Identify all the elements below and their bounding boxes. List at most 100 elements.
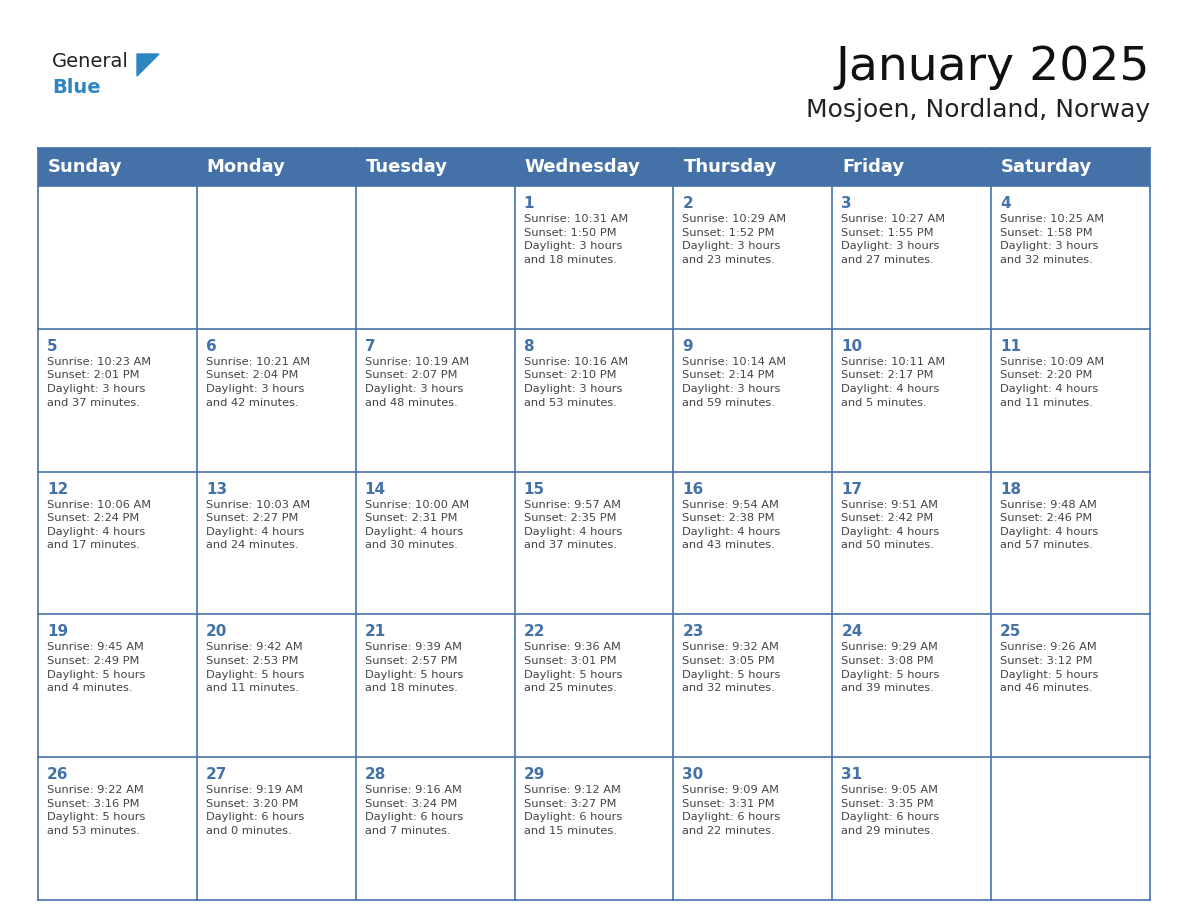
Bar (674, 757, 833, 900)
Text: Sunrise: 10:21 AM
Sunset: 2:04 PM
Daylight: 3 hours
and 42 minutes.: Sunrise: 10:21 AM Sunset: 2:04 PM Daylig… (206, 357, 310, 408)
Text: 31: 31 (841, 767, 862, 782)
Text: 20: 20 (206, 624, 227, 640)
Bar (674, 329, 833, 472)
Bar (514, 614, 674, 757)
Bar (355, 757, 514, 900)
Bar (991, 186, 1150, 329)
Bar (355, 472, 514, 614)
Text: Blue: Blue (52, 78, 101, 97)
Bar (514, 757, 674, 900)
Bar (355, 329, 514, 472)
Text: Sunrise: 10:19 AM
Sunset: 2:07 PM
Daylight: 3 hours
and 48 minutes.: Sunrise: 10:19 AM Sunset: 2:07 PM Daylig… (365, 357, 469, 408)
Bar (833, 329, 991, 472)
Text: Sunrise: 9:05 AM
Sunset: 3:35 PM
Daylight: 6 hours
and 29 minutes.: Sunrise: 9:05 AM Sunset: 3:35 PM Dayligh… (841, 785, 940, 836)
Bar (674, 614, 833, 757)
Text: 13: 13 (206, 482, 227, 497)
Text: Sunrise: 10:00 AM
Sunset: 2:31 PM
Daylight: 4 hours
and 30 minutes.: Sunrise: 10:00 AM Sunset: 2:31 PM Daylig… (365, 499, 469, 551)
Bar (38, 614, 197, 757)
Text: Sunrise: 10:27 AM
Sunset: 1:55 PM
Daylight: 3 hours
and 27 minutes.: Sunrise: 10:27 AM Sunset: 1:55 PM Daylig… (841, 214, 946, 264)
Text: 26: 26 (48, 767, 69, 782)
Text: 23: 23 (682, 624, 703, 640)
Text: 12: 12 (48, 482, 68, 497)
Text: 2: 2 (682, 196, 693, 211)
Bar (514, 329, 674, 472)
Text: 14: 14 (365, 482, 386, 497)
Text: 11: 11 (1000, 339, 1022, 353)
Bar (674, 472, 833, 614)
Text: 27: 27 (206, 767, 227, 782)
Text: Sunrise: 9:54 AM
Sunset: 2:38 PM
Daylight: 4 hours
and 43 minutes.: Sunrise: 9:54 AM Sunset: 2:38 PM Dayligh… (682, 499, 781, 551)
Text: Sunrise: 9:45 AM
Sunset: 2:49 PM
Daylight: 5 hours
and 4 minutes.: Sunrise: 9:45 AM Sunset: 2:49 PM Dayligh… (48, 643, 145, 693)
Text: Sunrise: 10:23 AM
Sunset: 2:01 PM
Daylight: 3 hours
and 37 minutes.: Sunrise: 10:23 AM Sunset: 2:01 PM Daylig… (48, 357, 151, 408)
Text: 5: 5 (48, 339, 58, 353)
Polygon shape (137, 54, 159, 76)
Text: 17: 17 (841, 482, 862, 497)
Bar (991, 329, 1150, 472)
Text: 6: 6 (206, 339, 216, 353)
Text: Sunrise: 9:12 AM
Sunset: 3:27 PM
Daylight: 6 hours
and 15 minutes.: Sunrise: 9:12 AM Sunset: 3:27 PM Dayligh… (524, 785, 621, 836)
Bar (833, 472, 991, 614)
Text: 8: 8 (524, 339, 535, 353)
Text: 18: 18 (1000, 482, 1022, 497)
Text: 22: 22 (524, 624, 545, 640)
Text: 16: 16 (682, 482, 703, 497)
Text: Sunrise: 9:36 AM
Sunset: 3:01 PM
Daylight: 5 hours
and 25 minutes.: Sunrise: 9:36 AM Sunset: 3:01 PM Dayligh… (524, 643, 623, 693)
Text: Sunrise: 9:42 AM
Sunset: 2:53 PM
Daylight: 5 hours
and 11 minutes.: Sunrise: 9:42 AM Sunset: 2:53 PM Dayligh… (206, 643, 304, 693)
Text: 29: 29 (524, 767, 545, 782)
Bar (514, 186, 674, 329)
Text: Sunrise: 10:11 AM
Sunset: 2:17 PM
Daylight: 4 hours
and 5 minutes.: Sunrise: 10:11 AM Sunset: 2:17 PM Daylig… (841, 357, 946, 408)
Bar (38, 148, 1150, 186)
Bar (355, 186, 514, 329)
Text: 10: 10 (841, 339, 862, 353)
Bar (991, 472, 1150, 614)
Text: Sunrise: 9:09 AM
Sunset: 3:31 PM
Daylight: 6 hours
and 22 minutes.: Sunrise: 9:09 AM Sunset: 3:31 PM Dayligh… (682, 785, 781, 836)
Text: 28: 28 (365, 767, 386, 782)
Bar (38, 472, 197, 614)
Bar (991, 614, 1150, 757)
Text: 4: 4 (1000, 196, 1011, 211)
Bar (674, 186, 833, 329)
Text: Sunrise: 9:48 AM
Sunset: 2:46 PM
Daylight: 4 hours
and 57 minutes.: Sunrise: 9:48 AM Sunset: 2:46 PM Dayligh… (1000, 499, 1099, 551)
Text: Friday: Friday (842, 158, 904, 176)
Bar (355, 614, 514, 757)
Bar (833, 757, 991, 900)
Text: 3: 3 (841, 196, 852, 211)
Text: Sunrise: 10:25 AM
Sunset: 1:58 PM
Daylight: 3 hours
and 32 minutes.: Sunrise: 10:25 AM Sunset: 1:58 PM Daylig… (1000, 214, 1105, 264)
Text: Sunrise: 10:14 AM
Sunset: 2:14 PM
Daylight: 3 hours
and 59 minutes.: Sunrise: 10:14 AM Sunset: 2:14 PM Daylig… (682, 357, 786, 408)
Bar (197, 329, 355, 472)
Text: Sunrise: 9:32 AM
Sunset: 3:05 PM
Daylight: 5 hours
and 32 minutes.: Sunrise: 9:32 AM Sunset: 3:05 PM Dayligh… (682, 643, 781, 693)
Text: General: General (52, 52, 128, 71)
Text: Saturday: Saturday (1001, 158, 1093, 176)
Text: Sunrise: 9:19 AM
Sunset: 3:20 PM
Daylight: 6 hours
and 0 minutes.: Sunrise: 9:19 AM Sunset: 3:20 PM Dayligh… (206, 785, 304, 836)
Text: Monday: Monday (207, 158, 286, 176)
Text: Thursday: Thursday (683, 158, 777, 176)
Text: Sunrise: 10:03 AM
Sunset: 2:27 PM
Daylight: 4 hours
and 24 minutes.: Sunrise: 10:03 AM Sunset: 2:27 PM Daylig… (206, 499, 310, 551)
Text: Sunrise: 9:39 AM
Sunset: 2:57 PM
Daylight: 5 hours
and 18 minutes.: Sunrise: 9:39 AM Sunset: 2:57 PM Dayligh… (365, 643, 463, 693)
Bar (38, 329, 197, 472)
Bar (833, 614, 991, 757)
Bar (197, 186, 355, 329)
Text: January 2025: January 2025 (835, 45, 1150, 90)
Text: Wednesday: Wednesday (525, 158, 640, 176)
Text: Sunrise: 10:06 AM
Sunset: 2:24 PM
Daylight: 4 hours
and 17 minutes.: Sunrise: 10:06 AM Sunset: 2:24 PM Daylig… (48, 499, 151, 551)
Text: 21: 21 (365, 624, 386, 640)
Bar (38, 186, 197, 329)
Bar (514, 472, 674, 614)
Text: Sunrise: 10:29 AM
Sunset: 1:52 PM
Daylight: 3 hours
and 23 minutes.: Sunrise: 10:29 AM Sunset: 1:52 PM Daylig… (682, 214, 786, 264)
Text: 7: 7 (365, 339, 375, 353)
Text: Sunrise: 9:16 AM
Sunset: 3:24 PM
Daylight: 6 hours
and 7 minutes.: Sunrise: 9:16 AM Sunset: 3:24 PM Dayligh… (365, 785, 463, 836)
Text: Sunrise: 10:09 AM
Sunset: 2:20 PM
Daylight: 4 hours
and 11 minutes.: Sunrise: 10:09 AM Sunset: 2:20 PM Daylig… (1000, 357, 1105, 408)
Bar (197, 472, 355, 614)
Text: 25: 25 (1000, 624, 1022, 640)
Text: Sunrise: 9:22 AM
Sunset: 3:16 PM
Daylight: 5 hours
and 53 minutes.: Sunrise: 9:22 AM Sunset: 3:16 PM Dayligh… (48, 785, 145, 836)
Text: Sunrise: 10:16 AM
Sunset: 2:10 PM
Daylight: 3 hours
and 53 minutes.: Sunrise: 10:16 AM Sunset: 2:10 PM Daylig… (524, 357, 627, 408)
Text: 24: 24 (841, 624, 862, 640)
Text: Sunrise: 9:57 AM
Sunset: 2:35 PM
Daylight: 4 hours
and 37 minutes.: Sunrise: 9:57 AM Sunset: 2:35 PM Dayligh… (524, 499, 621, 551)
Bar (197, 614, 355, 757)
Bar (197, 757, 355, 900)
Text: 9: 9 (682, 339, 693, 353)
Text: Sunday: Sunday (48, 158, 122, 176)
Text: 30: 30 (682, 767, 703, 782)
Text: Sunrise: 9:26 AM
Sunset: 3:12 PM
Daylight: 5 hours
and 46 minutes.: Sunrise: 9:26 AM Sunset: 3:12 PM Dayligh… (1000, 643, 1099, 693)
Text: 19: 19 (48, 624, 68, 640)
